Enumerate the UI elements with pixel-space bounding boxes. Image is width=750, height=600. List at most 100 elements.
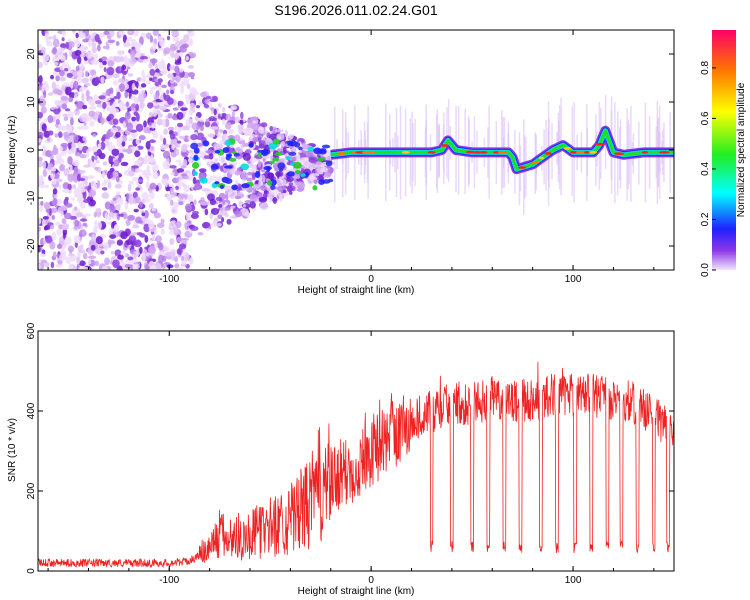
noise-speckle bbox=[59, 43, 67, 49]
noise-speckle bbox=[40, 200, 44, 206]
noise-speckle bbox=[82, 252, 88, 260]
noise-speckle bbox=[108, 211, 114, 218]
scatter-hot-blob bbox=[199, 177, 208, 184]
noise-speckle bbox=[185, 98, 191, 105]
noise-speckle bbox=[133, 208, 139, 213]
scatter-speckle bbox=[198, 118, 205, 122]
noise-speckle bbox=[170, 220, 176, 224]
noise-speckle bbox=[141, 69, 145, 78]
scatter-speckle bbox=[248, 136, 254, 142]
spectrogram-y-tick-label: 0 bbox=[26, 147, 37, 153]
noise-speckle bbox=[135, 123, 144, 132]
noise-speckle bbox=[189, 102, 196, 111]
scatter-speckle bbox=[247, 171, 253, 176]
scatter-hot-blob bbox=[190, 142, 199, 150]
scatter-speckle bbox=[226, 218, 232, 225]
noise-speckle bbox=[115, 175, 120, 183]
noise-speckle bbox=[111, 148, 120, 157]
scatter-speckle bbox=[204, 99, 211, 105]
noise-speckle bbox=[166, 196, 172, 202]
noise-speckle bbox=[139, 246, 143, 254]
noise-speckle bbox=[138, 179, 143, 183]
colorbar-tick-label: 0.0 bbox=[700, 263, 711, 277]
noise-speckle bbox=[78, 177, 86, 182]
scatter-hot-blob bbox=[270, 184, 276, 190]
noise-speckle bbox=[166, 35, 170, 41]
noise-speckle bbox=[143, 210, 149, 219]
noise-speckle bbox=[104, 138, 110, 143]
noise-speckle bbox=[68, 41, 75, 48]
noise-speckle bbox=[51, 231, 57, 241]
noise-speckle bbox=[94, 111, 101, 116]
noise-speckle bbox=[162, 150, 171, 159]
ridge-peak-segment bbox=[575, 151, 585, 154]
noise-speckle bbox=[98, 95, 106, 100]
noise-speckle bbox=[101, 61, 107, 66]
noise-speckle bbox=[113, 224, 120, 233]
noise-speckle bbox=[52, 71, 60, 76]
scatter-hot-blob bbox=[321, 144, 331, 149]
ridge-peak-segment bbox=[589, 151, 598, 154]
noise-speckle bbox=[156, 118, 164, 126]
noise-speckle bbox=[67, 156, 73, 165]
noise-speckle bbox=[52, 47, 57, 55]
noise-speckle bbox=[124, 200, 129, 210]
noise-speckle bbox=[85, 83, 91, 87]
noise-speckle bbox=[85, 89, 90, 98]
scatter-speckle bbox=[246, 119, 254, 124]
noise-speckle bbox=[38, 226, 41, 232]
noise-speckle bbox=[41, 83, 50, 92]
noise-speckle bbox=[112, 197, 117, 201]
noise-speckle bbox=[61, 225, 68, 231]
scatter-speckle bbox=[191, 91, 200, 96]
noise-speckle bbox=[38, 156, 43, 162]
noise-speckle bbox=[67, 173, 75, 183]
noise-speckle bbox=[132, 177, 139, 182]
noise-speckle bbox=[153, 229, 158, 236]
noise-speckle bbox=[107, 60, 115, 67]
scatter-speckle bbox=[258, 196, 268, 203]
noise-speckle bbox=[169, 238, 175, 246]
colorbar-tick-label: 0.6 bbox=[700, 111, 711, 125]
noise-speckle bbox=[98, 40, 102, 45]
noise-speckle bbox=[107, 216, 112, 221]
noise-speckle bbox=[183, 184, 191, 192]
noise-speckle bbox=[50, 261, 55, 269]
noise-speckle bbox=[62, 62, 70, 69]
noise-speckle bbox=[82, 38, 89, 43]
scatter-speckle bbox=[309, 176, 318, 180]
noise-speckle bbox=[78, 45, 86, 52]
noise-speckle bbox=[169, 65, 175, 71]
scatter-speckle bbox=[240, 111, 244, 120]
noise-speckle bbox=[180, 107, 188, 112]
noise-speckle bbox=[43, 118, 49, 123]
noise-speckle bbox=[90, 103, 95, 107]
noise-speckle bbox=[167, 126, 175, 131]
noise-speckle bbox=[82, 104, 88, 110]
noise-speckle bbox=[68, 96, 74, 103]
scatter-hot-blob bbox=[257, 152, 263, 157]
scatter-speckle bbox=[192, 176, 197, 185]
scatter-speckle bbox=[268, 198, 272, 204]
scatter-speckle bbox=[199, 124, 204, 132]
scatter-speckle bbox=[225, 113, 232, 121]
spectrogram-x-tick-label: 100 bbox=[565, 274, 582, 285]
noise-speckle bbox=[147, 102, 154, 109]
scatter-speckle bbox=[222, 133, 229, 142]
noise-speckle bbox=[161, 84, 168, 89]
scatter-speckle bbox=[284, 129, 288, 138]
scatter-speckle bbox=[240, 119, 244, 126]
scatter-speckle bbox=[244, 210, 250, 218]
noise-speckle bbox=[131, 82, 136, 92]
noise-speckle bbox=[137, 92, 146, 102]
noise-speckle bbox=[155, 235, 162, 243]
noise-speckle bbox=[126, 122, 133, 132]
noise-speckle bbox=[100, 116, 105, 125]
noise-speckle bbox=[176, 140, 182, 144]
noise-speckle bbox=[43, 226, 48, 231]
noise-speckle bbox=[159, 94, 164, 101]
noise-speckle bbox=[135, 103, 140, 112]
noise-speckle bbox=[74, 152, 81, 157]
ridge-peak-segment bbox=[518, 166, 527, 169]
